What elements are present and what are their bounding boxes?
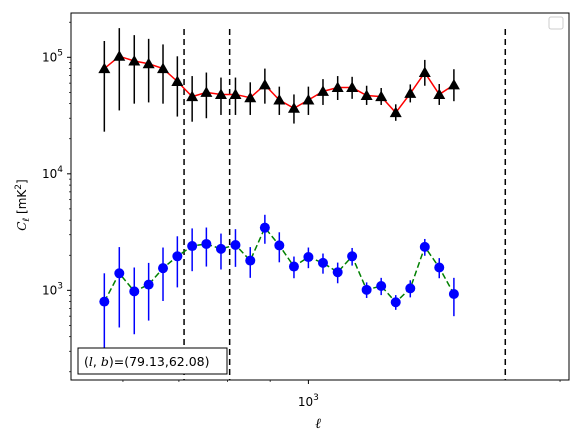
series-1-point [316, 85, 329, 96]
series-2-point [143, 279, 154, 290]
annotation-box: (l, b)=(79.13,62.08) [77, 347, 228, 375]
series-1-point [214, 88, 227, 99]
series-2-point [114, 268, 125, 279]
series-1-point [186, 90, 199, 102]
series-2-point [376, 280, 387, 291]
plot-layer [98, 28, 507, 380]
series-1-point [346, 81, 359, 93]
series-2-point [347, 251, 358, 262]
series-1-point [273, 94, 286, 105]
series-1-point [244, 91, 257, 103]
series-2-point [129, 286, 140, 297]
series-2-point [201, 238, 212, 249]
series-2-point [172, 251, 183, 262]
series-2-point [390, 297, 401, 308]
series-2-point [405, 283, 416, 294]
series-2-point [332, 267, 343, 278]
series-1-point [200, 86, 213, 97]
series-1-point [418, 66, 431, 78]
series-1-point [157, 62, 170, 74]
series-1-point [142, 57, 155, 69]
y-tick-label: 104 [42, 165, 63, 181]
series-1-point [389, 106, 402, 118]
annotation-frame [77, 347, 228, 375]
series-2-point [158, 263, 169, 274]
series-1-point [113, 50, 126, 61]
series-2-point [259, 222, 270, 233]
series-2-point [274, 240, 285, 251]
series-1-point [258, 78, 271, 90]
plot-frame [70, 12, 570, 381]
legend-box [548, 16, 564, 30]
series-2-point [448, 289, 459, 300]
series-1-point [433, 88, 446, 99]
ticks-layer: 103 104 105 103 [42, 21, 561, 409]
series-1-point [360, 89, 373, 101]
y-tick-label: 105 [42, 48, 63, 64]
series-1-point [98, 62, 111, 74]
series-2-point [434, 262, 445, 273]
y-axis-label: Cℓ [mK2] [14, 179, 32, 230]
series-1-point [302, 94, 315, 105]
series-1-point [447, 78, 460, 90]
series-2-point [245, 255, 256, 266]
series-2-point [317, 257, 328, 268]
series-1-point [171, 75, 184, 86]
series-2-point [361, 284, 372, 295]
series-1-point [287, 102, 300, 113]
series-1-point [128, 54, 141, 66]
series-1-point [404, 87, 417, 98]
series-2-point [230, 239, 241, 250]
series-1-point [229, 88, 242, 99]
series-1-point [375, 90, 388, 102]
series-2-point [303, 252, 314, 263]
y-tick-label: 103 [42, 281, 63, 297]
series-2-point [187, 241, 198, 252]
series-2-point [99, 296, 110, 307]
series-2-point [419, 241, 430, 252]
x-axis-label: ℓ [315, 416, 321, 432]
x-tick-label: 103 [298, 393, 319, 409]
series-2-point [288, 261, 299, 272]
series-2-point [215, 243, 226, 254]
series-1-point [331, 81, 344, 93]
annotation-text: (l, b)=(79.13,62.08) [84, 354, 210, 369]
